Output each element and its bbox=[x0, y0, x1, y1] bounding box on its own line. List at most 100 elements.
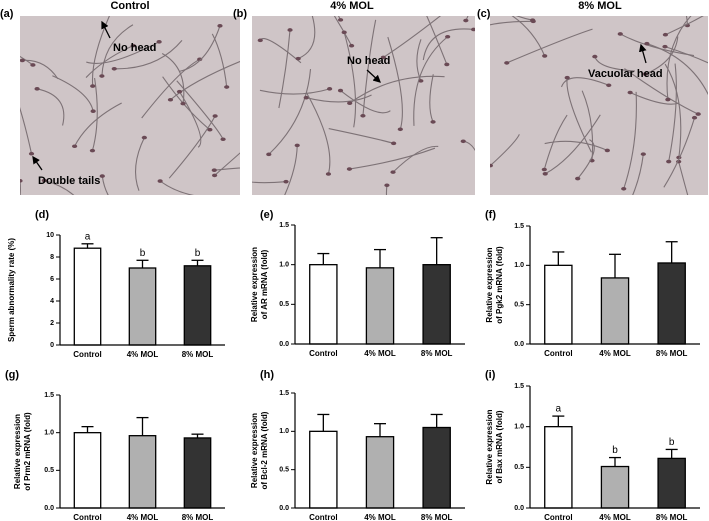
sperm-head bbox=[341, 30, 347, 35]
significance-letter: a bbox=[556, 404, 562, 415]
image-annotation: No head bbox=[347, 55, 390, 67]
sperm-tail bbox=[162, 76, 211, 131]
significance-letter: b bbox=[195, 248, 201, 259]
y-axis-label: of Prm2 mRNA (fold) bbox=[23, 412, 32, 491]
bar bbox=[600, 277, 630, 345]
sperm-head bbox=[621, 186, 627, 191]
y-tick-label: 0.0 bbox=[279, 341, 289, 348]
sperm-head bbox=[130, 43, 136, 48]
sperm-head bbox=[217, 24, 223, 28]
sperm-head bbox=[220, 137, 226, 142]
sperm-tail bbox=[259, 88, 330, 95]
sperm-head bbox=[380, 55, 386, 60]
sperm-tail bbox=[134, 137, 145, 191]
sperm-head bbox=[20, 179, 23, 183]
sperm-head bbox=[644, 41, 650, 46]
sperm-head bbox=[444, 62, 450, 67]
y-tick-label: 0.5 bbox=[514, 464, 524, 471]
sperm-head bbox=[157, 179, 163, 183]
x-tick-label: Control bbox=[544, 513, 572, 521]
bar bbox=[544, 264, 573, 345]
bar bbox=[183, 437, 212, 509]
sperm-tail bbox=[36, 88, 65, 126]
panel-label: (g) bbox=[5, 369, 19, 381]
y-axis-label: Relative expression bbox=[250, 247, 259, 322]
sperm-head bbox=[397, 127, 403, 132]
sperm-tail bbox=[465, 16, 469, 21]
y-tick-label: 8 bbox=[50, 254, 54, 261]
bar bbox=[600, 465, 630, 509]
panel-label: (f) bbox=[485, 209, 496, 221]
sperm-head bbox=[141, 135, 147, 140]
y-tick-label: 10 bbox=[46, 232, 54, 239]
sperm-head bbox=[257, 38, 263, 43]
sperm-head bbox=[695, 112, 701, 116]
sperm-tail bbox=[214, 167, 240, 171]
sperm-tail bbox=[629, 92, 680, 105]
y-axis-label: Relative expression bbox=[13, 414, 22, 489]
x-tick-label: 8% MOL bbox=[182, 350, 214, 359]
sperm-head bbox=[592, 54, 598, 59]
sperm-head bbox=[212, 173, 218, 178]
y-axis-label: of Bcl-2 mRNA (fold) bbox=[260, 411, 269, 489]
sperm-tail bbox=[214, 152, 240, 176]
sperm-head bbox=[197, 57, 203, 62]
sperm-head bbox=[99, 74, 105, 78]
arrow bbox=[638, 43, 647, 64]
sperm-head bbox=[211, 168, 217, 172]
sperm-tail bbox=[252, 181, 287, 184]
image-title: Control bbox=[110, 0, 149, 12]
sperm-head bbox=[346, 167, 353, 171]
sperm-head bbox=[266, 152, 272, 157]
x-tick-label: 4% MOL bbox=[364, 349, 396, 358]
y-tick-label: 1.5 bbox=[514, 383, 524, 390]
bar bbox=[365, 436, 395, 509]
sperm-tail bbox=[544, 114, 601, 175]
sperm-tail bbox=[664, 63, 682, 158]
sperm-tail bbox=[101, 175, 109, 195]
sperm-head bbox=[384, 183, 390, 188]
sperm-head bbox=[390, 170, 396, 174]
sperm-head bbox=[20, 58, 25, 63]
image-title: 4% MOL bbox=[330, 0, 374, 12]
y-axis-label: of Pgk2 mRNA (fold) bbox=[495, 246, 504, 324]
sperm-tail bbox=[463, 140, 475, 152]
sperm-head bbox=[167, 97, 174, 102]
sperm-tail bbox=[668, 63, 677, 162]
sperm-head bbox=[575, 176, 581, 181]
sperm-head bbox=[617, 32, 623, 36]
sperm-tail bbox=[490, 20, 534, 26]
y-tick-label: 4 bbox=[50, 298, 54, 305]
sperm-tail bbox=[560, 77, 609, 88]
sperm-tail bbox=[645, 36, 679, 75]
bar bbox=[309, 430, 338, 509]
panel-label: (b) bbox=[233, 8, 247, 20]
sperm-head bbox=[294, 143, 300, 148]
sperm-head bbox=[327, 87, 333, 91]
sperm-head bbox=[490, 163, 493, 168]
sperm-head bbox=[606, 83, 612, 88]
sperm-tail bbox=[383, 16, 442, 58]
sperm-tail bbox=[349, 147, 436, 170]
sperm-head bbox=[287, 28, 293, 32]
panel-label: (h) bbox=[260, 369, 274, 381]
image-annotation: No head bbox=[113, 42, 156, 54]
sperm-tail bbox=[85, 45, 134, 78]
sperm-tail bbox=[141, 58, 200, 119]
sperm-tail bbox=[20, 107, 33, 154]
sperm-tail bbox=[20, 180, 21, 195]
y-tick-label: 6 bbox=[50, 276, 54, 283]
x-tick-label: Control bbox=[73, 513, 101, 521]
x-tick-label: 4% MOL bbox=[127, 350, 159, 359]
sperm-tail bbox=[114, 40, 183, 70]
sperm-tail bbox=[179, 25, 221, 72]
sperm-head bbox=[471, 27, 475, 32]
sperm-tail bbox=[544, 140, 608, 151]
panel-label: (c) bbox=[477, 8, 491, 20]
arrow bbox=[101, 20, 111, 39]
sperm-head bbox=[541, 167, 547, 172]
y-tick-label: 0.5 bbox=[44, 467, 54, 474]
sperm-head bbox=[89, 148, 96, 153]
sperm-head bbox=[391, 141, 397, 146]
sperm-tail bbox=[422, 28, 474, 61]
